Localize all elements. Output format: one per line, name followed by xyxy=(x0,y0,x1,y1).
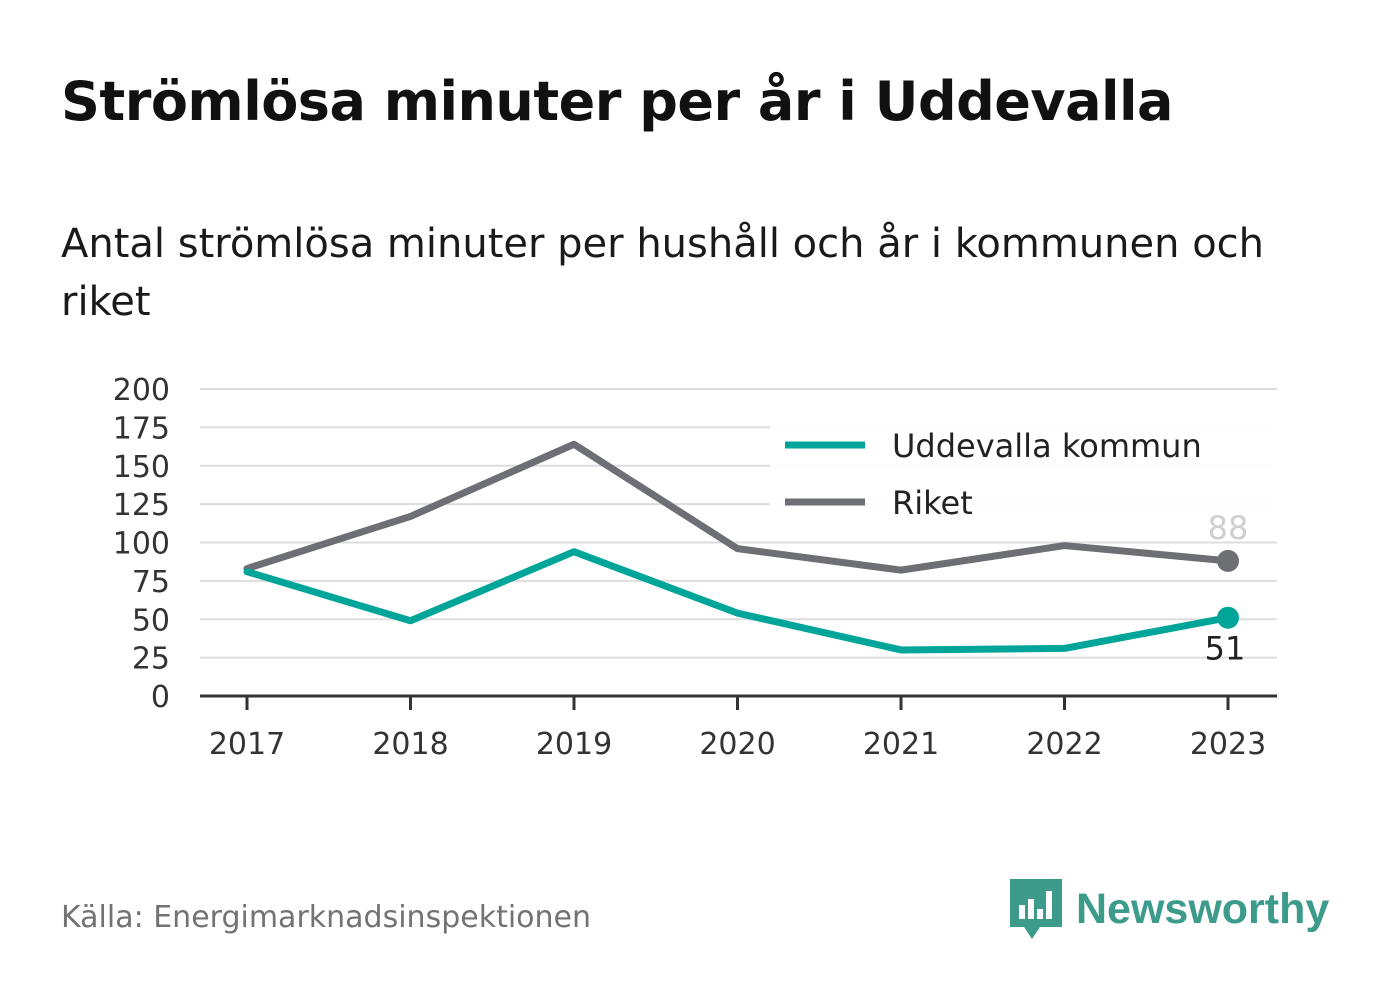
series-end-point-0 xyxy=(1217,606,1239,629)
x-tick-label: 2020 xyxy=(699,727,775,762)
x-tick-label: 2021 xyxy=(863,727,939,762)
x-tick-label: 2019 xyxy=(536,727,612,762)
y-tick-label: 50 xyxy=(132,603,170,638)
x-tick-label: 2017 xyxy=(209,727,285,762)
chart-title: Strömlösa minuter per år i Uddevalla xyxy=(61,70,1174,133)
y-tick-label: 125 xyxy=(113,488,170,523)
y-tick-label: 75 xyxy=(132,565,170,600)
source-note: Källa: Energimarknadsinspektionen xyxy=(61,900,592,935)
y-tick-label: 0 xyxy=(151,680,170,715)
y-tick-label: 175 xyxy=(113,411,170,446)
x-tick-label: 2023 xyxy=(1190,727,1266,762)
x-axis: 2017 2018 2019 2020 2021 2022 2023 xyxy=(200,694,1277,762)
y-tick-label: 25 xyxy=(132,642,170,677)
series-line-0 xyxy=(243,548,1232,654)
x-tick-label: 2018 xyxy=(372,727,448,762)
logo-text: Newsworthy xyxy=(1076,884,1330,933)
newsworthy-logo: Newsworthy xyxy=(1010,878,1329,940)
x-tick-label: 2022 xyxy=(1026,727,1102,762)
y-tick-label: 200 xyxy=(113,373,170,408)
chart-subtitle: Antal strömlösa minuter per hushåll och … xyxy=(61,221,1265,325)
legend-label-1: Riket xyxy=(892,484,973,522)
end-label-uddevalla: 51 xyxy=(1205,630,1246,668)
series-line-1 xyxy=(243,440,1232,574)
legend: Uddevalla kommun Riket xyxy=(770,418,1280,536)
legend-background xyxy=(770,418,1280,536)
series-lines xyxy=(243,440,1239,654)
y-tick-label: 100 xyxy=(113,527,170,562)
legend-label-0: Uddevalla kommun xyxy=(892,427,1202,465)
series-end-point-1 xyxy=(1217,549,1239,572)
end-label-riket: 88 xyxy=(1208,509,1249,547)
newsworthy-logo-icon xyxy=(1010,879,1062,939)
y-tick-label: 150 xyxy=(113,450,170,485)
data-labels: 51 88 xyxy=(1205,509,1249,668)
